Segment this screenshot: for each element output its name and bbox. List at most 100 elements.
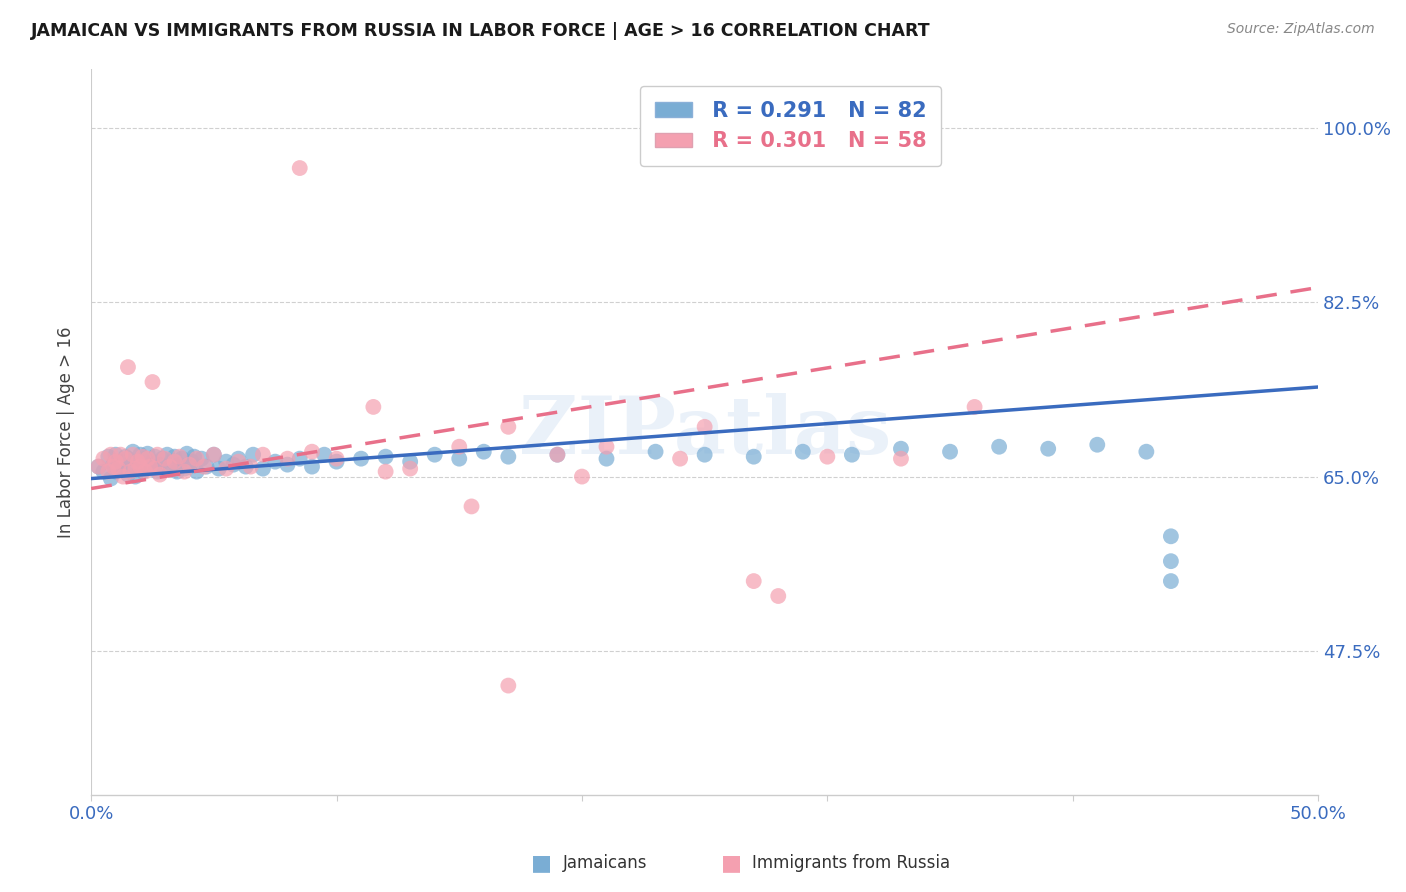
Point (87, 459, 110, 474)
Point (546, 448, 568, 462)
Point (571, 469, 593, 483)
Point (449, 451, 471, 466)
Point (202, 448, 225, 462)
Point (146, 465, 169, 479)
Point (87, 459, 110, 474)
Point (693, 419, 716, 434)
Point (166, 465, 188, 479)
Point (742, 450, 765, 464)
Point (139, 459, 162, 474)
Point (186, 451, 208, 466)
Point (163, 450, 186, 464)
Point (141, 455, 163, 469)
Point (792, 444, 814, 458)
Point (107, 461, 129, 475)
Point (190, 451, 212, 466)
Point (143, 461, 166, 475)
Point (595, 440, 617, 454)
Point (112, 461, 135, 475)
Text: ZIPatlas: ZIPatlas (519, 392, 891, 471)
Point (159, 459, 181, 474)
Point (228, 451, 250, 466)
Point (988, 440, 1011, 454)
Point (325, 455, 347, 469)
Point (1135, 444, 1157, 458)
Point (768, 589, 790, 603)
Point (193, 459, 215, 474)
Point (120, 459, 142, 474)
Point (179, 459, 201, 474)
Text: ■: ■ (721, 854, 741, 873)
Point (114, 451, 136, 466)
Point (124, 461, 146, 475)
Point (107, 459, 129, 474)
Point (117, 451, 139, 466)
Text: JAMAICAN VS IMMIGRANTS FROM RUSSIA IN LABOR FORCE | AGE > 16 CORRELATION CHART: JAMAICAN VS IMMIGRANTS FROM RUSSIA IN LA… (31, 22, 931, 40)
Point (239, 459, 262, 474)
Point (215, 455, 238, 469)
Point (228, 455, 250, 469)
Point (159, 459, 181, 474)
Point (1085, 438, 1108, 452)
Point (160, 455, 183, 469)
Point (149, 458, 172, 472)
Point (963, 400, 986, 414)
Point (264, 455, 287, 469)
Point (134, 465, 156, 479)
Text: Immigrants from Russia: Immigrants from Russia (752, 855, 950, 872)
Point (208, 461, 231, 475)
Point (112, 469, 135, 483)
Point (693, 448, 716, 462)
Point (890, 442, 912, 456)
Point (129, 459, 152, 474)
Point (103, 459, 125, 474)
Y-axis label: In Labor Force | Age > 16: In Labor Force | Age > 16 (58, 326, 75, 538)
Point (742, 574, 765, 588)
Point (93, 465, 115, 479)
Point (595, 451, 617, 466)
Point (815, 450, 838, 464)
Point (100, 472, 122, 486)
Point (460, 500, 482, 514)
Point (288, 161, 311, 175)
Point (195, 459, 218, 474)
Point (890, 451, 912, 466)
Point (146, 448, 169, 462)
Point (472, 444, 495, 458)
Point (104, 455, 127, 469)
Point (104, 448, 127, 462)
Point (131, 465, 153, 479)
Point (150, 451, 173, 466)
Point (350, 451, 373, 466)
Point (127, 455, 149, 469)
Point (104, 465, 127, 479)
Point (423, 448, 446, 462)
Point (169, 450, 191, 464)
Point (122, 444, 145, 458)
Text: ■: ■ (531, 854, 551, 873)
Point (136, 447, 159, 461)
Point (546, 448, 568, 462)
Text: Jamaicans: Jamaicans (562, 855, 647, 872)
Point (139, 459, 162, 474)
Point (163, 455, 186, 469)
Legend:  R = 0.291   N = 82,  R = 0.301   N = 58: R = 0.291 N = 82, R = 0.301 N = 58 (640, 87, 941, 166)
Point (103, 458, 125, 472)
Point (449, 440, 471, 454)
Point (129, 459, 152, 474)
Point (153, 451, 176, 466)
Point (363, 400, 385, 414)
Point (325, 451, 347, 466)
Point (242, 448, 264, 462)
Point (235, 459, 257, 474)
Point (399, 455, 422, 469)
Point (498, 419, 520, 434)
Point (179, 458, 201, 472)
Point (374, 465, 396, 479)
Point (252, 461, 274, 475)
Point (120, 465, 142, 479)
Point (127, 455, 149, 469)
Point (143, 450, 166, 464)
Point (186, 465, 208, 479)
Point (399, 461, 422, 475)
